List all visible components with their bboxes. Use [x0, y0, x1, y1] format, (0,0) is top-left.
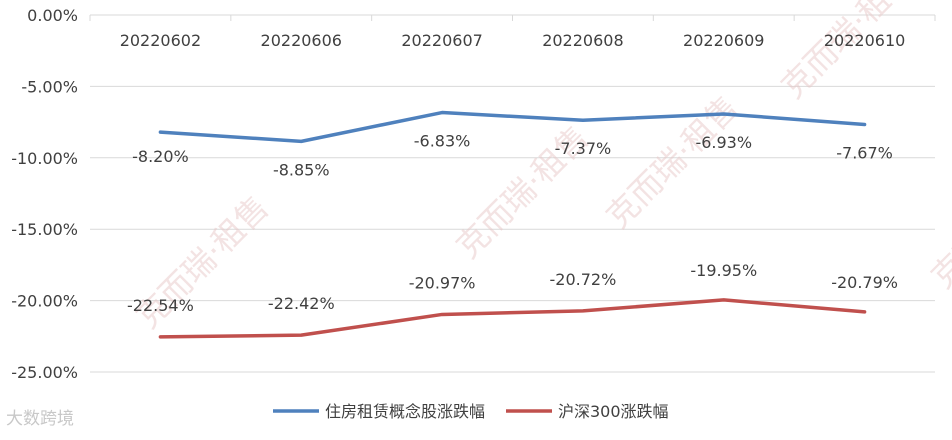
- data-label: -19.95%: [690, 261, 757, 280]
- series-layer: [158, 110, 867, 339]
- y-axis-ticks: 0.00% -5.00% -10.00% -15.00% -20.00% -25.00%: [11, 6, 78, 382]
- data-label: -6.83%: [414, 132, 471, 151]
- data-label: -20.97%: [409, 273, 476, 292]
- watermark-text: 克而瑞·租售: [599, 88, 746, 235]
- data-label: -22.54%: [127, 296, 194, 315]
- data-label: -20.79%: [831, 273, 898, 292]
- data-label: -8.20%: [132, 147, 189, 166]
- gridlines: [89, 14, 936, 373]
- y-tick-label: -10.00%: [11, 149, 78, 168]
- x-axis-ticks: 20220602 20220606 20220607 20220608 20220609…: [120, 31, 906, 50]
- data-labels: -8.20% -8.85% -6.83% -7.37% -6.93% -7.67% -22.…: [127, 132, 898, 315]
- brand-watermark: 大数跨境: [6, 409, 74, 429]
- data-label: -20.72%: [550, 270, 617, 289]
- brand-logo-text: 大数跨境: [6, 409, 74, 429]
- y-tick-label: -20.00%: [11, 292, 78, 311]
- y-tick-label: -5.00%: [21, 77, 78, 96]
- series-line: [158, 298, 867, 339]
- legend-label: 住房租赁概念股涨跌幅: [325, 402, 485, 421]
- data-label: -6.93%: [695, 133, 752, 152]
- y-tick-label: -25.00%: [11, 363, 78, 382]
- series-line: [158, 110, 867, 144]
- watermark-text: 克而瑞·租售: [924, 148, 952, 295]
- x-tick-label: 20220607: [401, 31, 482, 50]
- x-tick-label: 20220608: [542, 31, 623, 50]
- x-tick-label: 20220609: [683, 31, 764, 50]
- legend: 住房租赁概念股涨跌幅 沪深300涨跌幅: [273, 402, 669, 421]
- y-tick-label: 0.00%: [27, 6, 78, 25]
- legend-label: 沪深300涨跌幅: [558, 402, 669, 421]
- data-label: -7.37%: [555, 139, 612, 158]
- data-label: -7.67%: [836, 144, 893, 163]
- y-tick-label: -15.00%: [11, 220, 78, 239]
- watermark-text: 克而瑞·租售: [774, 0, 921, 106]
- data-label: -8.85%: [273, 160, 330, 179]
- x-tick-label: 20220602: [120, 31, 201, 50]
- x-tick-label: 20220606: [261, 31, 342, 50]
- x-tick-label: 20220610: [824, 31, 905, 50]
- data-label: -22.42%: [268, 294, 335, 313]
